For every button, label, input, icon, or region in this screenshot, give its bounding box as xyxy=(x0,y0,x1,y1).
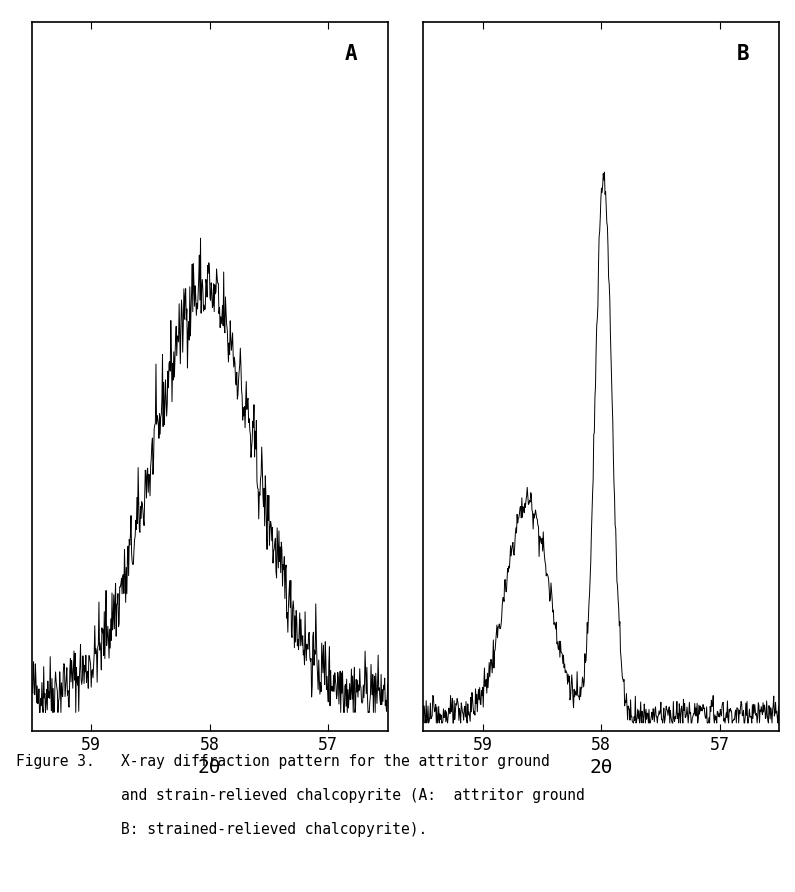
Text: Figure 3.   X-ray diffraction pattern for the attritor ground: Figure 3. X-ray diffraction pattern for … xyxy=(16,754,549,769)
Text: B: strained-relieved chalcopyrite).: B: strained-relieved chalcopyrite). xyxy=(16,822,427,837)
Text: B: B xyxy=(736,44,749,63)
Text: and strain-relieved chalcopyrite (A:  attritor ground: and strain-relieved chalcopyrite (A: att… xyxy=(16,788,584,803)
Text: A: A xyxy=(345,44,358,63)
X-axis label: 2θ: 2θ xyxy=(589,758,613,778)
X-axis label: 2θ: 2θ xyxy=(198,758,222,778)
